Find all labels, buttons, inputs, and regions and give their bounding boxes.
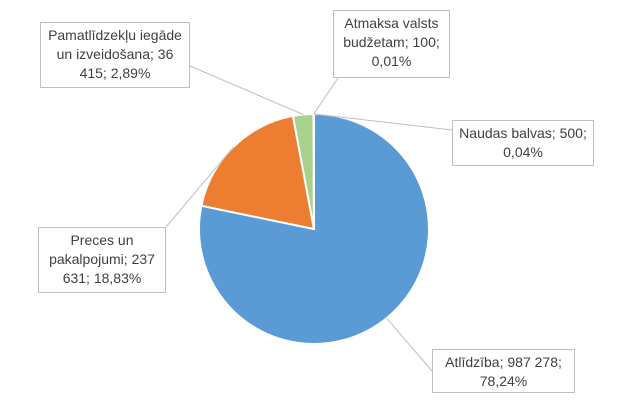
percent-label: 2,89% [110, 65, 151, 81]
value-label: 237 631 [62, 251, 155, 286]
separator: ; [150, 46, 154, 62]
separator: ; [435, 34, 440, 50]
category-name: Pamatlīdzekļu iegāde un izveidošana [48, 27, 182, 62]
separator: ; [551, 125, 556, 141]
category-name: Atmaksa valsts budžetam [343, 15, 439, 50]
percent-label: 78,24% [479, 373, 528, 389]
data-label: Naudas balvas; 500; 0,04% [452, 120, 594, 166]
data-label: Pamatlīdzekļu iegāde un izveidošana; 36 … [40, 22, 190, 88]
leader-line [313, 113, 453, 131]
value-label: 100 [412, 34, 436, 50]
separator: ; [102, 65, 107, 81]
separator: ; [499, 354, 504, 370]
data-label: Preces un pakalpojumi; 237 631; 18,83% [38, 227, 166, 293]
separator: ; [404, 34, 409, 50]
separator: ; [582, 125, 587, 141]
value-label: 987 278 [507, 354, 558, 370]
leader-line [165, 146, 234, 228]
separator: ; [557, 354, 562, 370]
percent-label: 18,83% [93, 270, 142, 286]
leader-line [386, 317, 433, 372]
separator: ; [86, 270, 90, 286]
percent-label: 0,04% [503, 144, 543, 160]
leader-line [313, 77, 339, 115]
category-name: Naudas balvas [459, 125, 552, 141]
separator: ; [123, 251, 128, 267]
data-label: Atlīdzība; 987 278; 78,24% [432, 349, 575, 393]
data-label: Atmaksa valsts budžetam; 100; 0,01% [333, 10, 450, 78]
category-name: Atlīdzība [445, 354, 500, 370]
value-label: 500 [559, 125, 583, 141]
percent-label: 0,01% [371, 53, 412, 69]
leader-line [189, 65, 304, 115]
category-name: Preces un pakalpojumi [49, 232, 134, 267]
value-label: 36 415 [79, 46, 174, 81]
